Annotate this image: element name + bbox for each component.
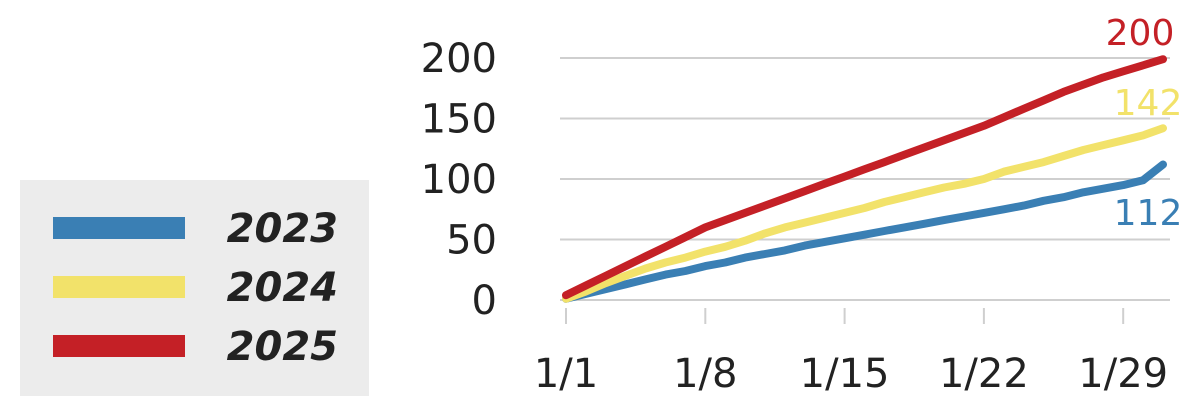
y-tick-label: 0 <box>472 278 497 324</box>
end-label-2023: 112 <box>1114 193 1183 234</box>
end-label-2025: 200 <box>1106 13 1175 54</box>
legend-label-2025: 2025 <box>227 324 338 370</box>
x-axis: 1/1 1/8 1/15 1/22 1/29 <box>534 299 1170 397</box>
series-lines <box>562 55 1167 303</box>
x-tick-label: 1/22 <box>939 351 1029 397</box>
y-tick-label: 200 <box>421 36 497 82</box>
legend-swatch-2024 <box>53 276 185 298</box>
series-line-2023 <box>562 160 1167 303</box>
y-tick-label: 50 <box>446 218 497 264</box>
x-tick-label: 1/1 <box>534 351 598 397</box>
legend-label-2024: 2024 <box>227 265 338 311</box>
x-tick-label: 1/15 <box>800 351 890 397</box>
series-line-2024 <box>562 124 1167 303</box>
y-tick-label: 100 <box>421 157 497 203</box>
gridlines <box>560 57 1170 241</box>
x-tick-label: 1/8 <box>673 351 737 397</box>
legend-swatch-2025 <box>53 335 185 357</box>
legend-label-2023: 2023 <box>227 206 338 252</box>
y-tick-label: 150 <box>421 97 497 143</box>
end-labels: 112 142 200 <box>1106 13 1183 234</box>
y-axis: 0 50 100 150 200 <box>421 36 497 324</box>
legend: 2023 2024 2025 <box>20 180 369 396</box>
x-tick-label: 1/29 <box>1078 351 1168 397</box>
series-line-2025 <box>562 55 1167 300</box>
end-label-2024: 142 <box>1114 83 1183 124</box>
legend-swatch-2023 <box>53 217 185 239</box>
